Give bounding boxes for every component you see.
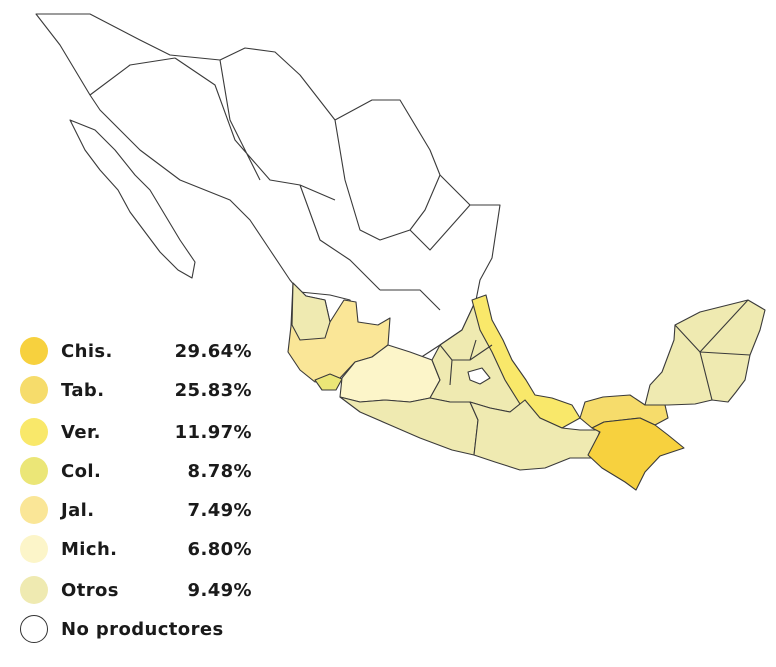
- legend-item-ver: Ver. 11.97%: [20, 415, 260, 447]
- state-boundaries-north: [89, 57, 471, 311]
- state-nayarit: [291, 282, 331, 341]
- legend-label-mich: Mich.: [61, 539, 118, 560]
- state-boundaries-central: [439, 339, 493, 386]
- legend-item-no-productores: No productores: [20, 612, 260, 644]
- legend-label-otros: Otros: [61, 580, 119, 601]
- state-colima: [314, 373, 343, 391]
- swatch-otros: [20, 576, 48, 604]
- swatch-chis: [20, 337, 48, 365]
- legend-value-tab: 25.83%: [174, 380, 252, 401]
- swatch-mich: [20, 535, 48, 563]
- legend-item-otros: Otros 9.49%: [20, 573, 260, 605]
- state-guerrero: [339, 396, 479, 456]
- legend-item-jal: Jal. 7.49%: [20, 493, 260, 525]
- swatch-col: [20, 457, 48, 485]
- state-boundaries-yucatan: [674, 299, 751, 401]
- swatch-ver: [20, 418, 48, 446]
- region-north-no-productores: [35, 13, 501, 361]
- legend-item-mich: Mich. 6.80%: [20, 532, 260, 564]
- region-baja-california: [69, 119, 196, 279]
- legend-value-mich: 6.80%: [187, 539, 252, 560]
- legend-value-otros: 9.49%: [187, 580, 252, 601]
- state-chiapas: [587, 417, 685, 491]
- swatch-jal: [20, 496, 48, 524]
- legend-item-col: Col. 8.78%: [20, 454, 260, 486]
- legend-value-col: 8.78%: [187, 461, 252, 482]
- legend-item-chis: Chis. 29.64%: [20, 334, 260, 366]
- swatch-tab: [20, 376, 48, 404]
- state-cdmx: [467, 367, 491, 385]
- legend-label-tab: Tab.: [61, 380, 105, 401]
- legend-value-ver: 11.97%: [174, 422, 252, 443]
- legend-value-chis: 29.64%: [174, 341, 252, 362]
- legend-label-ver: Ver.: [61, 422, 101, 443]
- legend-value-jal: 7.49%: [187, 500, 252, 521]
- swatch-no-productores: [20, 615, 48, 643]
- legend-label-col: Col.: [61, 461, 102, 482]
- legend-label-jal: Jal.: [61, 500, 95, 521]
- legend-item-tab: Tab. 25.83%: [20, 373, 260, 405]
- legend-label-no-productores: No productores: [61, 619, 224, 640]
- legend-label-chis: Chis.: [61, 341, 113, 362]
